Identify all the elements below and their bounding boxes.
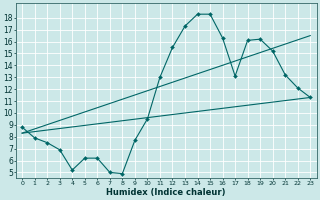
X-axis label: Humidex (Indice chaleur): Humidex (Indice chaleur) bbox=[107, 188, 226, 197]
